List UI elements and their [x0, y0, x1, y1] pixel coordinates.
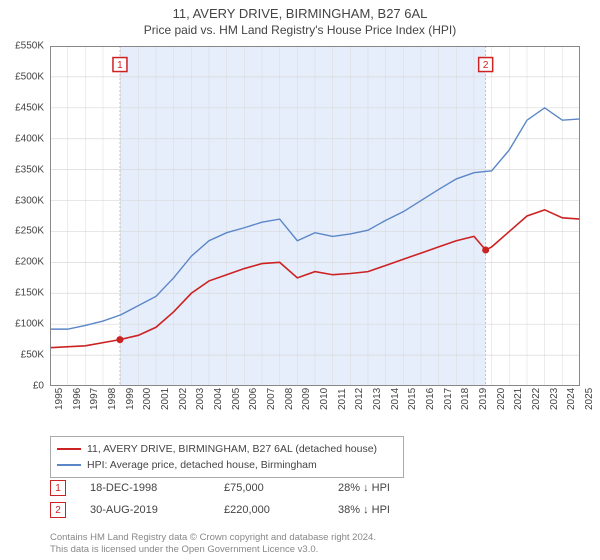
x-tick-label: 2022 — [531, 388, 542, 410]
x-tick-label: 2009 — [301, 388, 312, 410]
legend-swatch — [57, 448, 81, 450]
y-tick-label: £400K — [15, 133, 44, 144]
x-tick-label: 2004 — [213, 388, 224, 410]
x-tick-label: 2018 — [460, 388, 471, 410]
footer-line-2: This data is licensed under the Open Gov… — [50, 544, 376, 556]
plot-area: 12 — [50, 46, 580, 386]
y-tick-label: £550K — [15, 41, 44, 52]
y-tick-label: £250K — [15, 226, 44, 237]
y-tick-label: £500K — [15, 71, 44, 82]
note-id-box: 2 — [50, 502, 66, 518]
note-delta: 38% ↓ HPI — [338, 504, 390, 516]
x-tick-label: 2007 — [266, 388, 277, 410]
x-tick-label: 2001 — [160, 388, 171, 410]
legend-label: HPI: Average price, detached house, Birm… — [87, 457, 317, 473]
x-tick-label: 2011 — [337, 388, 348, 410]
chart-container: 11, AVERY DRIVE, BIRMINGHAM, B27 6AL Pri… — [0, 0, 600, 560]
x-tick-label: 1995 — [54, 388, 65, 410]
x-tick-label: 2013 — [372, 388, 383, 410]
x-axis-labels: 1995 1996 1997 1998 1999 2000 2001 2002 2003 2004… — [50, 390, 580, 430]
note-delta: 28% ↓ HPI — [338, 482, 390, 494]
legend-item: 11, AVERY DRIVE, BIRMINGHAM, B27 6AL (de… — [57, 441, 397, 457]
x-tick-label: 2017 — [443, 388, 454, 410]
x-tick-label: 2020 — [496, 388, 507, 410]
legend-item: HPI: Average price, detached house, Birm… — [57, 457, 397, 473]
y-tick-label: £200K — [15, 257, 44, 268]
x-tick-label: 2023 — [549, 388, 560, 410]
x-tick-label: 2012 — [354, 388, 365, 410]
y-tick-label: £300K — [15, 195, 44, 206]
note-row: 2 30-AUG-2019 £220,000 38% ↓ HPI — [50, 502, 580, 518]
x-tick-label: 2019 — [478, 388, 489, 410]
x-tick-label: 2008 — [284, 388, 295, 410]
chart-subtitle: Price paid vs. HM Land Registry's House … — [0, 21, 600, 37]
x-tick-label: 2016 — [425, 388, 436, 410]
x-tick-label: 1998 — [107, 388, 118, 410]
y-tick-label: £100K — [15, 319, 44, 330]
x-tick-label: 1997 — [89, 388, 100, 410]
legend-swatch — [57, 464, 81, 466]
x-tick-label: 1999 — [125, 388, 136, 410]
x-tick-label: 2010 — [319, 388, 330, 410]
x-tick-label: 2021 — [513, 388, 524, 410]
y-axis-labels: £0£50K£100K£150K£200K£250K£300K£350K£400… — [0, 46, 48, 386]
legend-label: 11, AVERY DRIVE, BIRMINGHAM, B27 6AL (de… — [87, 441, 377, 457]
line-chart-svg: 12 — [50, 46, 580, 386]
footer-line-1: Contains HM Land Registry data © Crown c… — [50, 532, 376, 544]
note-date: 30-AUG-2019 — [90, 504, 200, 516]
x-tick-label: 2003 — [195, 388, 206, 410]
x-tick-label: 2015 — [407, 388, 418, 410]
svg-text:1: 1 — [117, 60, 123, 71]
y-tick-label: £350K — [15, 164, 44, 175]
chart-legend: 11, AVERY DRIVE, BIRMINGHAM, B27 6AL (de… — [50, 436, 404, 478]
y-tick-label: £50K — [21, 350, 44, 361]
note-row: 1 18-DEC-1998 £75,000 28% ↓ HPI — [50, 480, 580, 496]
y-tick-label: £150K — [15, 288, 44, 299]
transaction-notes: 1 18-DEC-1998 £75,000 28% ↓ HPI 2 30-AUG-2019… — [50, 480, 580, 524]
note-date: 18-DEC-1998 — [90, 482, 200, 494]
chart-title: 11, AVERY DRIVE, BIRMINGHAM, B27 6AL — [0, 0, 600, 21]
x-tick-label: 1996 — [72, 388, 83, 410]
x-tick-label: 2025 — [584, 388, 595, 410]
x-tick-label: 2000 — [142, 388, 153, 410]
x-tick-label: 2024 — [566, 388, 577, 410]
y-tick-label: £450K — [15, 102, 44, 113]
x-tick-label: 2014 — [390, 388, 401, 410]
y-tick-label: £0 — [33, 381, 44, 392]
note-price: £220,000 — [224, 504, 314, 516]
x-tick-label: 2005 — [231, 388, 242, 410]
footer-attribution: Contains HM Land Registry data © Crown c… — [50, 532, 376, 556]
svg-text:2: 2 — [483, 60, 489, 71]
note-price: £75,000 — [224, 482, 314, 494]
x-tick-label: 2006 — [248, 388, 259, 410]
x-tick-label: 2002 — [178, 388, 189, 410]
note-id-box: 1 — [50, 480, 66, 496]
